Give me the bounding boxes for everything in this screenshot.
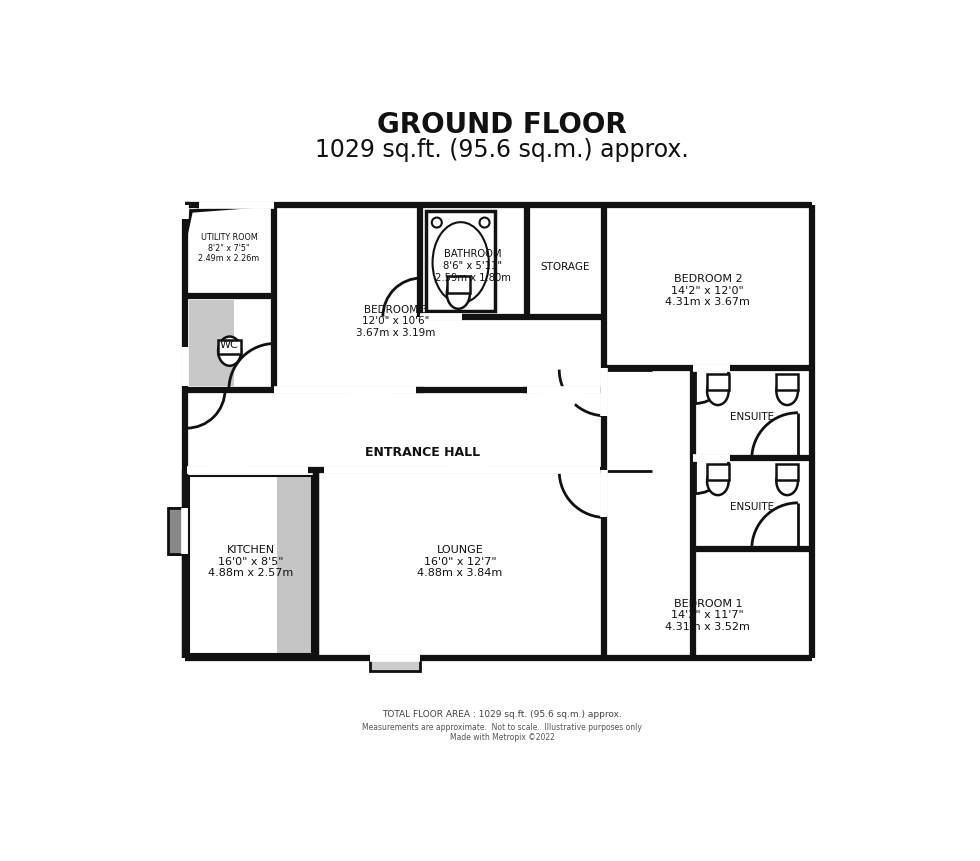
Text: WC: WC [220,340,238,350]
Bar [189,476,312,654]
Text: ENSUITE: ENSUITE [730,501,774,511]
Bar [776,375,798,390]
Bar [369,659,419,671]
Ellipse shape [432,219,442,228]
Bar [708,375,729,390]
Bar [708,465,729,480]
Ellipse shape [776,468,798,496]
Ellipse shape [447,279,470,309]
Ellipse shape [776,378,798,406]
Polygon shape [185,206,811,659]
Bar [776,465,798,480]
Polygon shape [347,388,393,419]
Bar [447,277,470,294]
Bar [189,301,233,387]
Ellipse shape [708,378,729,406]
Text: ENSUITE: ENSUITE [730,412,774,421]
Ellipse shape [708,468,729,496]
Text: ENTRANCE HALL: ENTRANCE HALL [366,445,480,458]
Ellipse shape [432,223,489,304]
Bar [189,476,312,654]
Text: BEDROOM 2
14'2" x 12'0"
4.31m x 3.67m: BEDROOM 2 14'2" x 12'0" 4.31m x 3.67m [665,274,751,307]
Text: BEDROOM 3
12'0" x 10'6"
3.67m x 3.19m: BEDROOM 3 12'0" x 10'6" 3.67m x 3.19m [357,305,436,338]
Polygon shape [206,441,249,472]
Polygon shape [540,388,586,419]
Text: BEDROOM 1
14'2" x 11'7"
4.31m x 3.52m: BEDROOM 1 14'2" x 11'7" 4.31m x 3.52m [665,598,751,631]
Text: BATHROOM
8'6" x 5'11"
2.59m x 1.80m: BATHROOM 8'6" x 5'11" 2.59m x 1.80m [435,249,511,282]
Ellipse shape [219,338,241,366]
Polygon shape [446,441,489,472]
Text: TOTAL FLOOR AREA : 1029 sq.ft. (95.6 sq.m.) approx.: TOTAL FLOOR AREA : 1029 sq.ft. (95.6 sq.… [382,709,622,718]
Text: UTILITY ROOM
8'2" x 7'5"
2.49m x 2.26m: UTILITY ROOM 8'2" x 7'5" 2.49m x 2.26m [198,233,260,263]
Bar [219,341,241,355]
Text: KITCHEN
16'0" x 8'5"
4.88m x 2.57m: KITCHEN 16'0" x 8'5" 4.88m x 2.57m [208,544,293,578]
Text: STORAGE: STORAGE [541,262,590,272]
Bar [169,509,185,554]
Text: LOUNGE
16'0" x 12'7"
4.88m x 3.84m: LOUNGE 16'0" x 12'7" 4.88m x 3.84m [417,544,503,578]
Ellipse shape [479,219,490,228]
Bar [426,212,495,312]
Bar [189,476,277,654]
Text: Made with Metropix ©2022: Made with Metropix ©2022 [450,733,555,741]
Text: Measurements are approximate.  Not to scale.  Illustrative purposes only: Measurements are approximate. Not to sca… [363,722,642,731]
Text: 1029 sq.ft. (95.6 sq.m.) approx.: 1029 sq.ft. (95.6 sq.m.) approx. [316,138,689,162]
Text: GROUND FLOOR: GROUND FLOOR [377,111,627,139]
